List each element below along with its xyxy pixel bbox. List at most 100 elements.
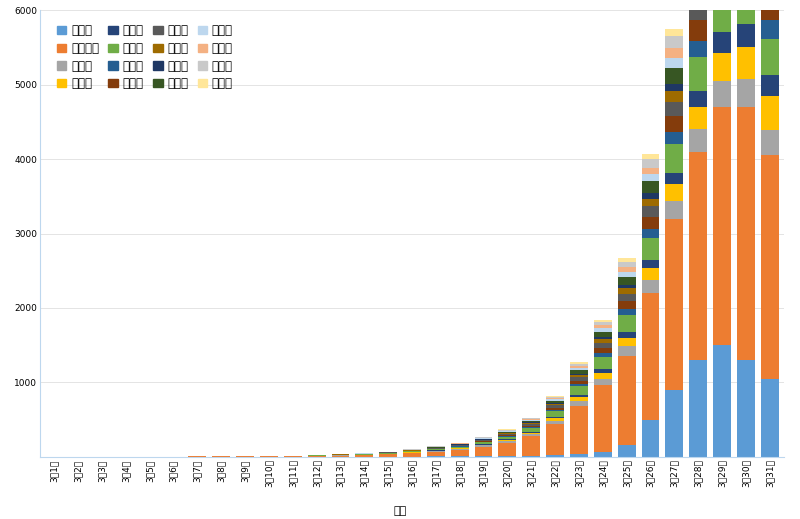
Bar — [713, 81, 731, 107]
Bar — [594, 343, 612, 348]
Bar — [761, 96, 778, 130]
Bar — [642, 181, 659, 193]
Bar — [642, 268, 659, 280]
Bar — [594, 385, 612, 452]
Bar — [570, 370, 588, 374]
Bar — [570, 401, 588, 406]
Bar — [498, 437, 516, 439]
Bar — [570, 368, 588, 370]
Bar — [666, 48, 683, 58]
Bar — [594, 337, 612, 339]
Bar — [474, 441, 493, 442]
Bar — [546, 401, 564, 403]
Bar — [594, 329, 612, 332]
Bar — [642, 217, 659, 229]
Bar — [546, 399, 564, 401]
Bar — [522, 436, 540, 456]
Bar — [642, 199, 659, 207]
Bar — [618, 315, 635, 332]
Bar — [666, 36, 683, 48]
Bar — [618, 277, 635, 285]
Bar — [737, 24, 754, 47]
Bar — [666, 84, 683, 91]
Bar — [570, 375, 588, 377]
Bar — [450, 450, 469, 457]
Bar — [666, 29, 683, 36]
Bar — [498, 435, 516, 436]
Bar — [666, 58, 683, 68]
Bar — [690, 360, 707, 457]
Bar — [618, 346, 635, 356]
Bar — [522, 421, 540, 422]
Bar — [761, 39, 778, 75]
Bar — [522, 428, 540, 432]
Bar — [594, 322, 612, 325]
Bar — [570, 397, 588, 401]
Bar — [570, 377, 588, 380]
Bar — [642, 293, 659, 419]
Bar — [570, 384, 588, 387]
Bar — [642, 168, 659, 174]
Bar — [618, 262, 635, 267]
Bar — [546, 424, 564, 455]
Bar — [427, 449, 445, 450]
Bar — [690, 41, 707, 57]
Bar — [761, 156, 778, 379]
Bar — [570, 380, 588, 384]
Bar — [761, 20, 778, 39]
Bar — [546, 404, 564, 405]
Bar — [522, 420, 540, 421]
Bar — [594, 348, 612, 353]
Bar — [594, 379, 612, 385]
Bar — [618, 356, 635, 445]
Bar — [403, 453, 421, 457]
Bar — [761, 75, 778, 96]
Bar — [498, 439, 516, 440]
Bar — [618, 258, 635, 262]
Bar — [594, 332, 612, 337]
Bar — [450, 447, 469, 448]
Bar — [570, 362, 588, 364]
Bar — [737, 47, 754, 79]
Bar — [618, 301, 635, 309]
Bar — [498, 432, 516, 433]
Bar — [498, 430, 516, 431]
Bar — [594, 452, 612, 457]
Bar — [666, 218, 683, 390]
Bar — [546, 418, 564, 420]
Bar — [666, 91, 683, 102]
Bar — [761, 0, 778, 20]
Bar — [379, 453, 397, 454]
Bar — [546, 395, 564, 397]
Bar — [522, 427, 540, 428]
Bar — [690, 91, 707, 107]
Bar — [427, 452, 445, 457]
Bar — [522, 418, 540, 419]
Bar — [498, 456, 516, 457]
Bar — [331, 456, 350, 457]
Bar — [308, 456, 326, 457]
Bar — [594, 353, 612, 357]
Bar — [498, 434, 516, 435]
Bar — [618, 285, 635, 289]
Bar — [594, 339, 612, 343]
Bar — [618, 289, 635, 294]
Bar — [379, 455, 397, 457]
Bar — [498, 440, 516, 441]
Bar — [546, 455, 564, 457]
Bar — [522, 426, 540, 427]
Bar — [737, 107, 754, 360]
Bar — [642, 260, 659, 268]
Bar — [546, 405, 564, 407]
Bar — [618, 309, 635, 315]
Bar — [474, 442, 493, 444]
Bar — [474, 447, 493, 456]
Bar — [761, 130, 778, 156]
Bar — [498, 433, 516, 434]
Bar — [570, 406, 588, 454]
Bar — [642, 154, 659, 159]
Bar — [498, 431, 516, 432]
Bar — [642, 193, 659, 199]
Bar — [474, 439, 493, 440]
Bar — [594, 357, 612, 370]
